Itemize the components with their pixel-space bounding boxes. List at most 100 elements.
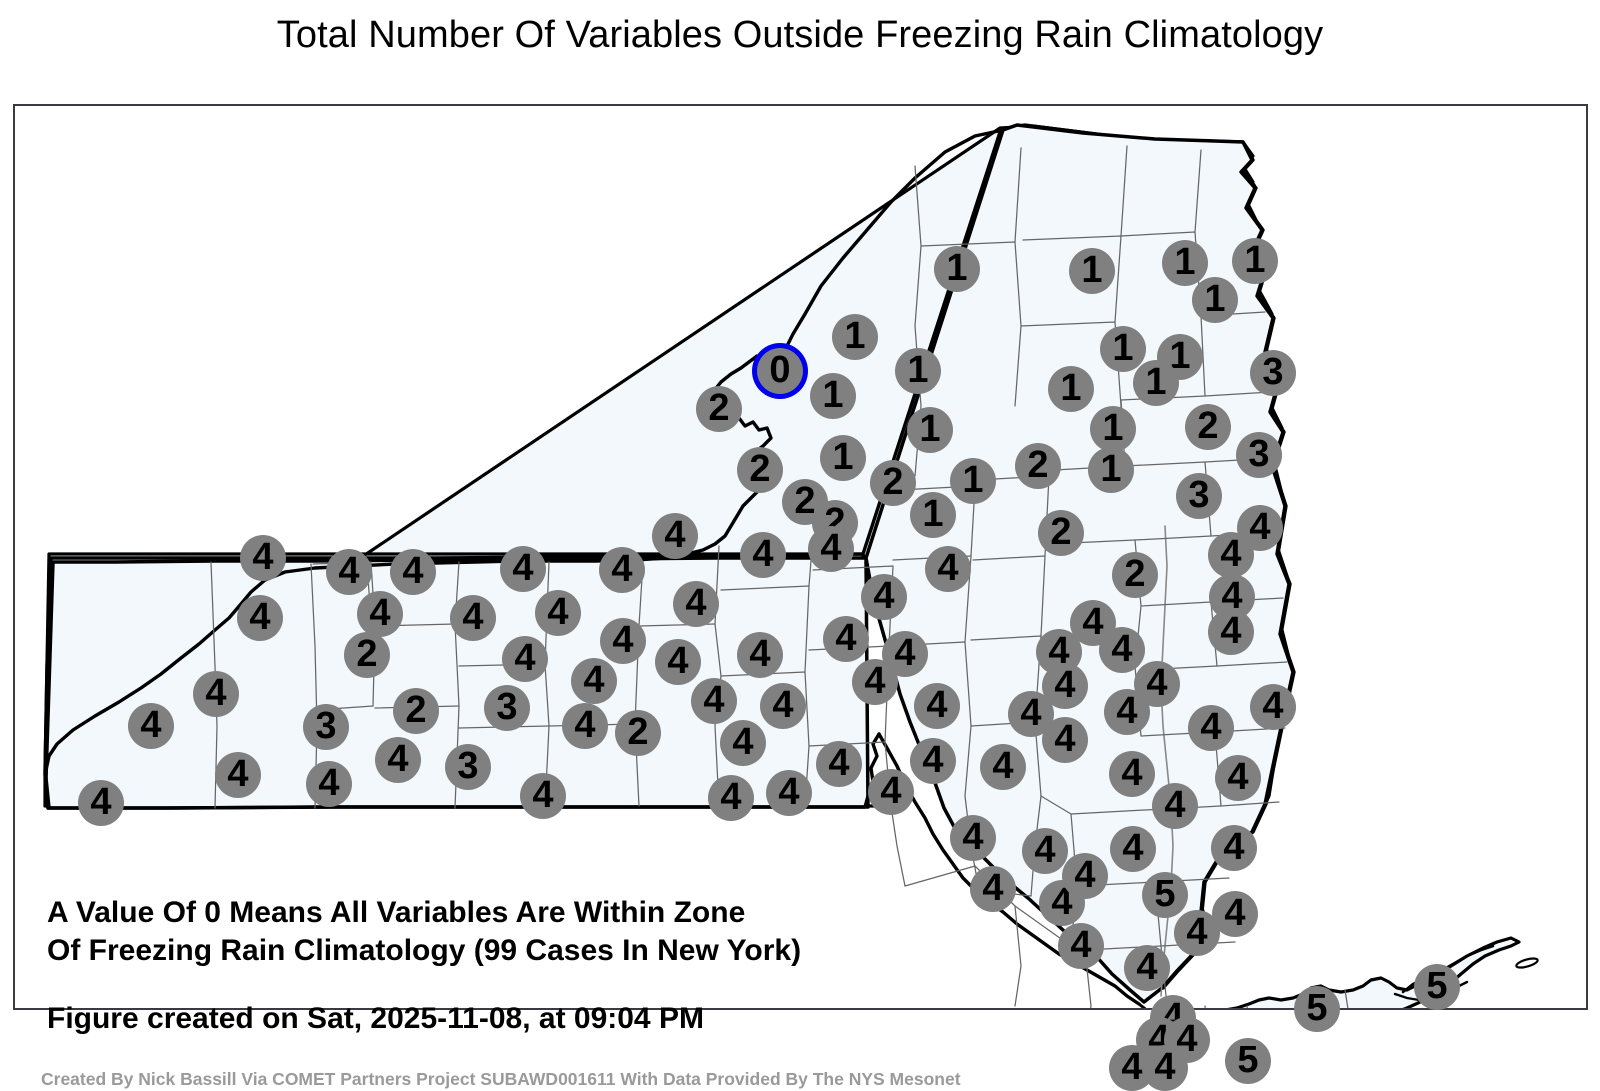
station-marker[interactable]: 4 <box>823 616 869 662</box>
station-marker[interactable]: 1 <box>950 458 996 504</box>
station-marker[interactable]: 1 <box>1048 366 1094 412</box>
station-marker[interactable]: 4 <box>562 703 608 749</box>
station-marker[interactable]: 4 <box>1110 826 1156 872</box>
station-marker[interactable]: 4 <box>375 737 421 783</box>
station-marker[interactable]: 2 <box>696 386 742 432</box>
station-marker[interactable]: 3 <box>1236 432 1282 478</box>
station-value-label: 2 <box>882 460 904 503</box>
station-marker[interactable]: 1 <box>820 435 866 481</box>
station-marker[interactable]: 4 <box>852 659 898 705</box>
station-marker[interactable]: 4 <box>816 741 862 787</box>
station-marker[interactable]: 2 <box>870 460 916 506</box>
station-marker[interactable]: 4 <box>808 526 854 572</box>
station-marker[interactable]: 4 <box>1042 663 1088 709</box>
station-marker[interactable]: 4 <box>1109 751 1155 797</box>
station-marker[interactable]: 1 <box>1232 238 1278 284</box>
station-marker[interactable]: 4 <box>450 595 496 641</box>
station-marker[interactable]: 4 <box>652 513 698 559</box>
station-marker[interactable]: 4 <box>237 595 283 641</box>
station-marker[interactable]: 4 <box>128 703 174 749</box>
station-marker[interactable]: 3 <box>1250 350 1296 396</box>
station-marker[interactable]: 0 <box>757 348 803 394</box>
station-marker[interactable]: 4 <box>1099 627 1145 673</box>
station-marker[interactable]: 4 <box>306 761 352 807</box>
station-marker[interactable]: 4 <box>240 535 286 581</box>
station-marker[interactable]: 4 <box>1174 910 1220 956</box>
station-marker[interactable]: 4 <box>1215 755 1261 801</box>
station-marker[interactable]: 4 <box>1208 609 1254 655</box>
station-marker[interactable]: 1 <box>1090 406 1136 452</box>
station-marker[interactable]: 3 <box>484 685 530 731</box>
station-marker[interactable]: 4 <box>193 671 239 717</box>
station-marker[interactable]: 4 <box>1022 828 1068 874</box>
station-marker[interactable]: 4 <box>390 549 436 595</box>
station-marker[interactable]: 4 <box>1124 945 1170 991</box>
station-marker[interactable]: 4 <box>868 769 914 815</box>
station-marker[interactable]: 4 <box>673 581 719 627</box>
station-marker[interactable]: 4 <box>500 546 546 592</box>
station-marker[interactable]: 1 <box>1192 277 1238 323</box>
station-marker[interactable]: 4 <box>740 532 786 578</box>
station-marker[interactable]: 1 <box>910 492 956 538</box>
station-marker[interactable]: 4 <box>1058 923 1104 969</box>
station-marker[interactable]: 4 <box>78 780 124 826</box>
station-marker[interactable]: 4 <box>910 738 956 784</box>
station-marker[interactable]: 1 <box>934 246 980 292</box>
station-marker[interactable]: 4 <box>950 815 996 861</box>
station-marker[interactable]: 4 <box>760 683 806 729</box>
station-marker[interactable]: 4 <box>520 773 566 819</box>
station-marker[interactable]: 4 <box>502 636 548 682</box>
station-marker[interactable]: 4 <box>1152 783 1198 829</box>
station-marker[interactable]: 5 <box>1294 986 1340 1032</box>
station-marker[interactable]: 1 <box>1162 240 1208 286</box>
station-marker[interactable]: 1 <box>1069 248 1115 294</box>
station-marker[interactable]: 4 <box>691 678 737 724</box>
station-marker[interactable]: 2 <box>615 710 661 756</box>
station-marker[interactable]: 2 <box>1185 404 1231 450</box>
station-marker[interactable]: 4 <box>655 639 701 685</box>
station-marker[interactable]: 1 <box>1088 447 1134 493</box>
station-marker[interactable]: 4 <box>1062 853 1108 899</box>
station-marker[interactable]: 4 <box>571 658 617 704</box>
station-marker[interactable]: 3 <box>1176 473 1222 519</box>
station-marker[interactable]: 1 <box>907 407 953 453</box>
station-marker[interactable]: 1 <box>832 314 878 360</box>
station-marker[interactable]: 2 <box>1015 443 1061 489</box>
station-marker[interactable]: 4 <box>326 549 372 595</box>
station-marker[interactable]: 4 <box>1250 684 1296 730</box>
station-marker[interactable]: 4 <box>1208 532 1254 578</box>
station-marker[interactable]: 3 <box>445 744 491 790</box>
station-marker[interactable]: 2 <box>344 632 390 678</box>
station-marker[interactable]: 4 <box>766 770 812 816</box>
station-marker[interactable]: 4 <box>861 574 907 620</box>
station-marker[interactable]: 5 <box>1142 872 1188 918</box>
station-marker[interactable]: 4 <box>535 590 581 636</box>
station-marker[interactable]: 4 <box>1211 825 1257 871</box>
station-marker[interactable]: 4 <box>1104 689 1150 735</box>
station-marker[interactable]: 1 <box>1133 360 1179 406</box>
station-marker[interactable]: 1 <box>1100 326 1146 372</box>
station-marker[interactable]: 4 <box>737 632 783 678</box>
station-marker[interactable]: 5 <box>1414 964 1460 1010</box>
station-marker[interactable]: 4 <box>914 683 960 729</box>
station-marker[interactable]: 4 <box>1042 717 1088 763</box>
station-marker[interactable]: 4 <box>720 720 766 766</box>
station-marker[interactable]: 4 <box>215 752 261 798</box>
station-marker[interactable]: 1 <box>895 348 941 394</box>
station-marker[interactable]: 4 <box>970 866 1016 912</box>
station-marker[interactable]: 4 <box>1188 705 1234 751</box>
station-marker[interactable]: 2 <box>1038 510 1084 556</box>
station-marker[interactable]: 4 <box>599 547 645 593</box>
station-marker[interactable]: 4 <box>708 775 754 821</box>
station-marker[interactable]: 2 <box>393 688 439 734</box>
station-marker[interactable]: 2 <box>1112 552 1158 598</box>
station-marker[interactable]: 4 <box>357 591 403 637</box>
station-marker[interactable]: 1 <box>1157 334 1203 380</box>
station-marker[interactable]: 2 <box>737 447 783 493</box>
station-marker[interactable]: 4 <box>925 546 971 592</box>
station-marker[interactable]: 1 <box>810 373 856 419</box>
station-marker[interactable]: 3 <box>303 704 349 750</box>
station-marker[interactable]: 4 <box>600 618 646 664</box>
station-marker[interactable]: 4 <box>980 744 1026 790</box>
